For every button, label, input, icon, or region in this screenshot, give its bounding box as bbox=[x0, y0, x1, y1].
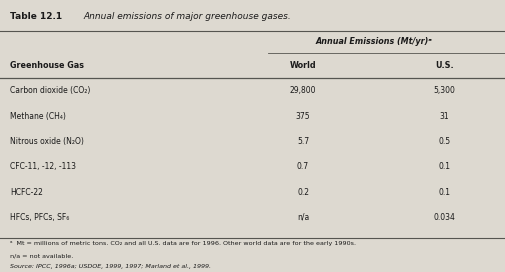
Text: 0.7: 0.7 bbox=[297, 162, 309, 171]
Text: Nitrous oxide (N₂O): Nitrous oxide (N₂O) bbox=[10, 137, 84, 146]
Text: n/a = not available.: n/a = not available. bbox=[10, 254, 73, 258]
Text: Methane (CH₄): Methane (CH₄) bbox=[10, 112, 66, 121]
Text: 375: 375 bbox=[296, 112, 310, 121]
Text: U.S.: U.S. bbox=[435, 61, 453, 70]
Text: CFC-11, -12, -113: CFC-11, -12, -113 bbox=[10, 162, 76, 171]
Text: Greenhouse Gas: Greenhouse Gas bbox=[10, 61, 84, 70]
Text: n/a: n/a bbox=[297, 213, 309, 222]
Text: World: World bbox=[290, 61, 316, 70]
Text: 5,300: 5,300 bbox=[433, 86, 456, 95]
Text: Annual emissions of major greenhouse gases.: Annual emissions of major greenhouse gas… bbox=[83, 12, 291, 21]
Text: ᵃ  Mt = millions of metric tons. CO₂ and all U.S. data are for 1996. Other world: ᵃ Mt = millions of metric tons. CO₂ and … bbox=[10, 241, 356, 246]
Text: HFCs, PFCs, SF₆: HFCs, PFCs, SF₆ bbox=[10, 213, 70, 222]
Text: 0.034: 0.034 bbox=[433, 213, 456, 222]
Text: 5.7: 5.7 bbox=[297, 137, 309, 146]
Text: HCFC-22: HCFC-22 bbox=[10, 188, 43, 197]
Text: 0.1: 0.1 bbox=[438, 162, 450, 171]
Text: 31: 31 bbox=[439, 112, 449, 121]
Text: 0.2: 0.2 bbox=[297, 188, 309, 197]
Text: Annual Emissions (Mt/yr)ᵃ: Annual Emissions (Mt/yr)ᵃ bbox=[315, 37, 432, 46]
Text: Table 12.1: Table 12.1 bbox=[10, 12, 62, 21]
Text: Source: IPCC, 1996a; USDOE, 1999, 1997; Marland et al., 1999.: Source: IPCC, 1996a; USDOE, 1999, 1997; … bbox=[10, 264, 211, 269]
Text: 0.5: 0.5 bbox=[438, 137, 450, 146]
Text: 29,800: 29,800 bbox=[290, 86, 316, 95]
Text: Carbon dioxide (CO₂): Carbon dioxide (CO₂) bbox=[10, 86, 90, 95]
Text: 0.1: 0.1 bbox=[438, 188, 450, 197]
